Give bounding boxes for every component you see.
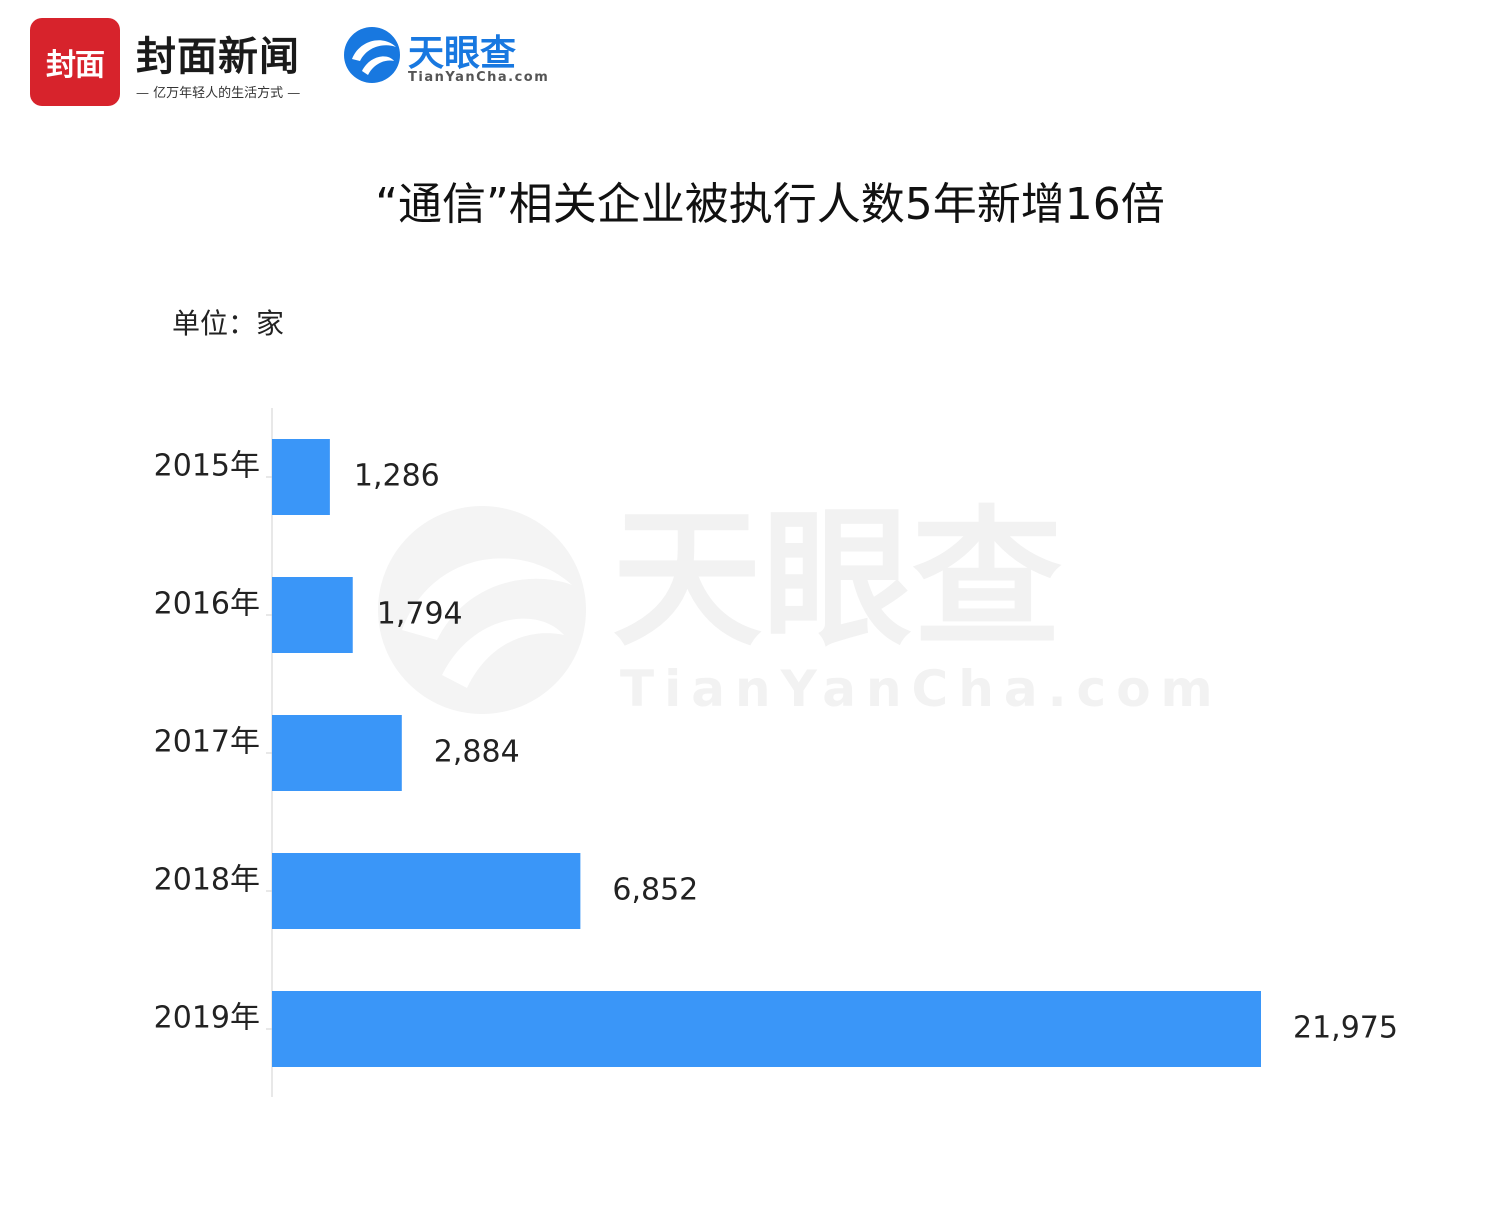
- y-tick-label: 2015年: [154, 449, 260, 484]
- bar-2016年: [272, 577, 353, 653]
- tianyancha-brand-name: 天眼查: [408, 33, 517, 74]
- tianyancha-eye-icon: [344, 27, 400, 83]
- bar-2017年: [272, 715, 402, 791]
- fengmian-logo: 封面: [30, 18, 120, 106]
- fengmian-slogan: — 亿万年轻人的生活方式 —: [136, 86, 301, 101]
- y-tick-label: 2016年: [154, 587, 260, 622]
- chart-title: “通信”相关企业被执行人数5年新增16倍: [375, 179, 1165, 230]
- bar-2019年: [272, 991, 1261, 1067]
- bar-2015年: [272, 439, 330, 515]
- fengmian-logo-text: 封面: [46, 48, 105, 83]
- unit-label: 单位：家: [172, 307, 285, 340]
- tianyancha-domain: TianYanCha.com: [408, 70, 550, 85]
- y-tick-label: 2019年: [154, 1001, 260, 1036]
- data-label: 1,286: [354, 459, 440, 494]
- data-label: 1,794: [377, 597, 463, 632]
- data-label: 21,975: [1293, 1011, 1398, 1046]
- data-label: 2,884: [434, 735, 520, 770]
- data-label: 6,852: [612, 873, 698, 908]
- y-tick-label: 2017年: [154, 725, 260, 760]
- y-tick-label: 2018年: [154, 863, 260, 898]
- fengmian-brand-name: 封面新闻: [136, 33, 300, 80]
- bar-2018年: [272, 853, 581, 929]
